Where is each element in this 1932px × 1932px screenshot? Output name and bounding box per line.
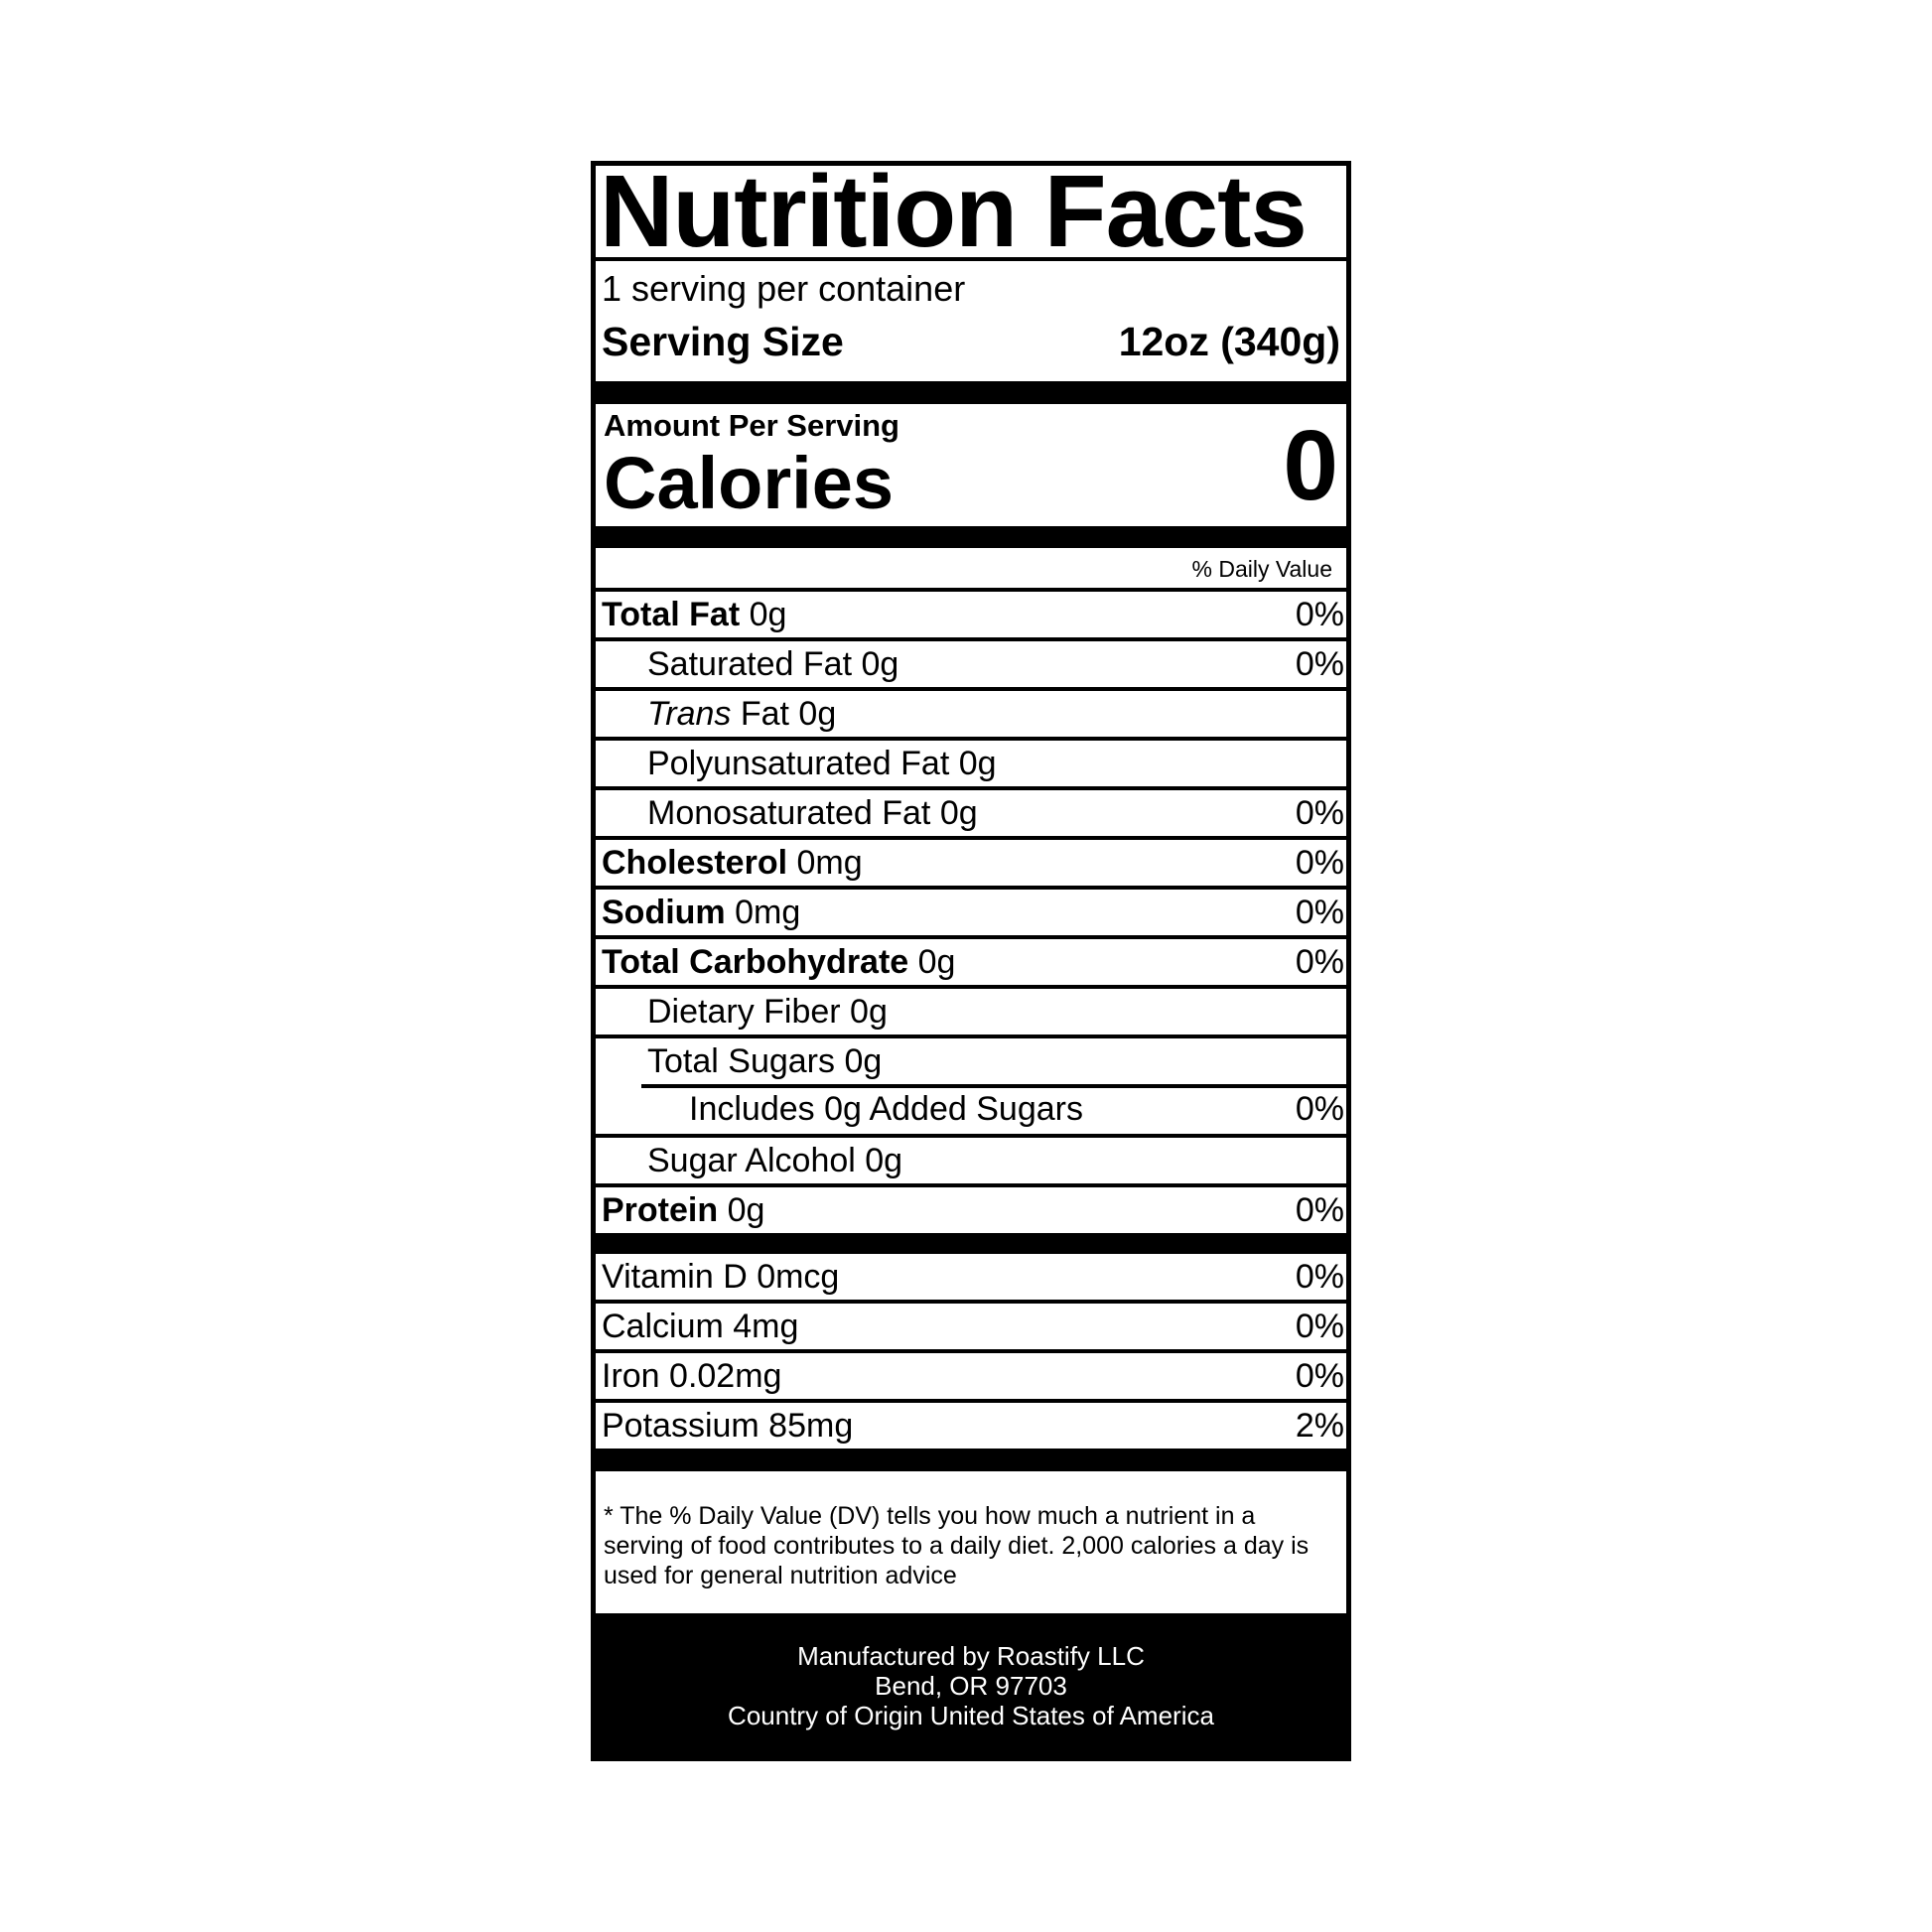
serving-section: 1 serving per container Serving Size 12o… — [596, 261, 1346, 381]
serving-size-row: Serving Size 12oz (340g) — [602, 319, 1340, 365]
calories-label: Calories — [604, 441, 895, 524]
manufacturer-address: Bend, OR 97703 — [875, 1671, 1067, 1701]
nutrient-amount: 0mg — [735, 893, 801, 931]
calories-left-column: Amount Per Serving Calories — [604, 408, 899, 523]
nutrient-dv: 0% — [1295, 595, 1344, 633]
vitamin-row-iron: Iron 0.02mg 0% — [596, 1353, 1346, 1399]
nutrient-name: Sodium — [602, 893, 726, 931]
servings-per-container: 1 serving per container — [602, 268, 966, 309]
nutrient-dv: 0% — [1295, 793, 1344, 832]
nutrient-row-total-fat: Total Fat 0g 0% — [596, 592, 1346, 637]
nutrient-dv: 0% — [1295, 843, 1344, 882]
nutrient-name: Total Fat — [602, 595, 741, 633]
vitamin-row-calcium: Calcium 4mg 0% — [596, 1304, 1346, 1349]
nutrient-row-total-sugars: Total Sugars 0g — [596, 1038, 1346, 1084]
serving-size-value: 12oz (340g) — [1118, 319, 1340, 364]
nutrient-row-dietary-fiber: Dietary Fiber 0g — [596, 989, 1346, 1035]
nutrient-name: Total Carbohydrate — [602, 942, 909, 981]
nutrient-name: Cholesterol — [602, 843, 788, 882]
nutrient-row-added-sugars: Includes 0g Added Sugars 0% — [596, 1084, 1346, 1134]
calories-value: 0 — [1283, 409, 1338, 521]
vitamin-name: Vitamin D 0mcg — [602, 1257, 840, 1296]
nutrient-amount: 0g — [917, 942, 956, 981]
nutrient-amount: 0g — [727, 1190, 765, 1229]
serving-size-label: Serving Size — [602, 319, 844, 364]
nutrient-row-saturated-fat: Saturated Fat 0g 0% — [596, 641, 1346, 687]
nutrient-dv: 0% — [1295, 942, 1344, 981]
nutrient-dv: 0% — [1295, 893, 1344, 931]
manufacturer-block: Manufactured by Roastify LLC Bend, OR 97… — [591, 1613, 1351, 1761]
nutrition-facts-label: Nutrition Facts 1 serving per container … — [591, 161, 1351, 1761]
nutrient-row-cholesterol: Cholesterol 0mg 0% — [596, 840, 1346, 886]
nutrient-dv: 0% — [1295, 644, 1344, 683]
label-title: Nutrition Facts — [596, 166, 1346, 257]
nutrient-name: Sugar Alcohol 0g — [647, 1141, 903, 1179]
nutrient-name: Saturated Fat 0g — [647, 644, 899, 683]
vitamin-dv: 0% — [1295, 1307, 1344, 1345]
vitamin-name: Potassium 85mg — [602, 1406, 854, 1445]
nutrient-dv: 0% — [1295, 1089, 1344, 1128]
vitamin-row-vitamin-d: Vitamin D 0mcg 0% — [596, 1254, 1346, 1300]
vitamin-dv: 0% — [1295, 1356, 1344, 1395]
vitamin-dv: 0% — [1295, 1257, 1344, 1296]
nutrient-row-total-carbohydrate: Total Carbohydrate 0g 0% — [596, 939, 1346, 985]
nutrient-row-trans-fat: Trans Fat 0g — [596, 691, 1346, 737]
nutrient-name: Protein — [602, 1190, 719, 1229]
vitamin-row-potassium: Potassium 85mg 2% — [596, 1403, 1346, 1449]
amount-per-serving: Amount Per Serving — [604, 407, 899, 443]
nutrient-dv: 0% — [1295, 1190, 1344, 1229]
vitamin-name: Calcium 4mg — [602, 1307, 799, 1345]
nutrient-row-sugar-alcohol: Sugar Alcohol 0g — [596, 1138, 1346, 1183]
calories-section: Amount Per Serving Calories 0 — [596, 404, 1346, 526]
nutrient-amount: 0mg — [796, 843, 863, 882]
daily-value-footnote: * The % Daily Value (DV) tells you how m… — [596, 1471, 1346, 1613]
nutrient-name: Monosaturated Fat 0g — [647, 793, 978, 832]
nutrient-name: Dietary Fiber 0g — [647, 992, 888, 1031]
country-of-origin: Country of Origin United States of Ameri… — [728, 1701, 1214, 1730]
nutrient-name: Polyunsaturated Fat 0g — [647, 744, 997, 782]
nutrient-name-italic: Trans — [647, 694, 732, 733]
nutrient-name: Fat 0g — [731, 694, 837, 733]
nutrient-name: Includes 0g Added Sugars — [689, 1089, 1083, 1128]
nutrient-row-protein: Protein 0g 0% — [596, 1187, 1346, 1233]
nutrient-row-polyunsaturated-fat: Polyunsaturated Fat 0g — [596, 741, 1346, 786]
vitamin-dv: 2% — [1295, 1406, 1344, 1445]
manufacturer-name: Manufactured by Roastify LLC — [797, 1641, 1145, 1671]
daily-value-header: % Daily Value — [596, 548, 1346, 588]
nutrient-amount: 0g — [749, 595, 787, 633]
nutrient-row-monosaturated-fat: Monosaturated Fat 0g 0% — [596, 790, 1346, 836]
vitamin-name: Iron 0.02mg — [602, 1356, 782, 1395]
nutrient-row-sodium: Sodium 0mg 0% — [596, 890, 1346, 935]
nutrient-name: Total Sugars 0g — [647, 1041, 883, 1080]
